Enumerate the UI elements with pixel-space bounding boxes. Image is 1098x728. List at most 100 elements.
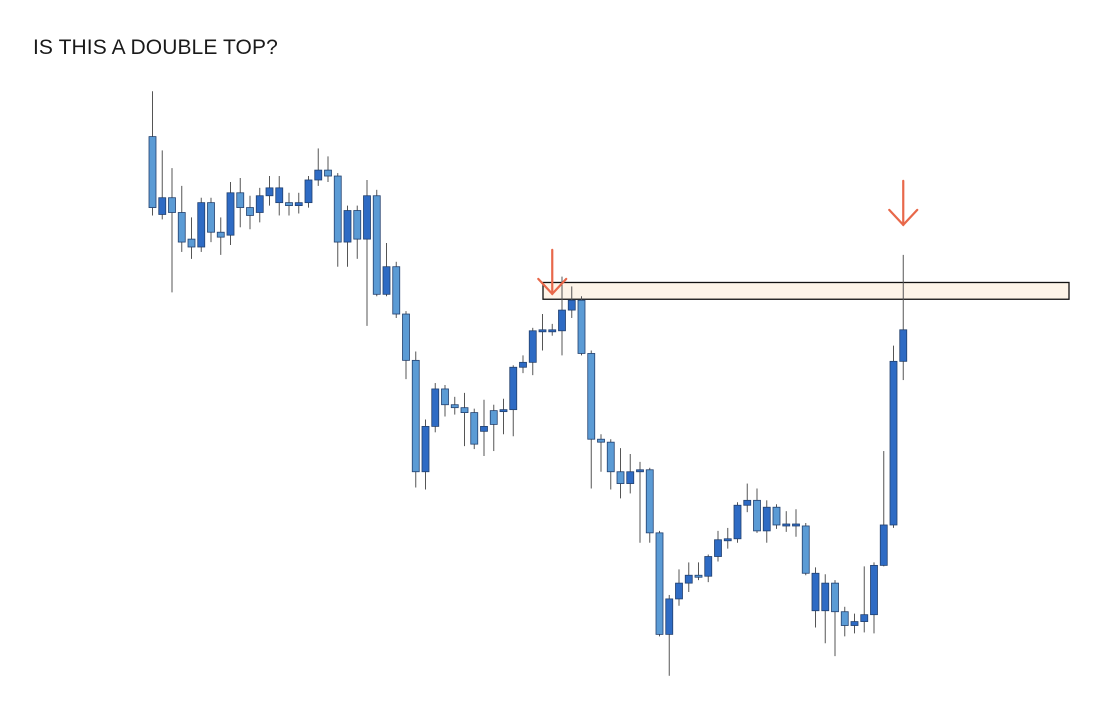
- candle: [831, 580, 839, 657]
- candle: [304, 176, 313, 208]
- down-arrow-icon: [537, 248, 568, 296]
- candle: [792, 509, 800, 537]
- candle: [519, 355, 527, 374]
- candle-body: [265, 187, 274, 197]
- candle-body: [431, 388, 440, 427]
- candle-body: [714, 539, 722, 557]
- candle: [275, 176, 284, 216]
- chart-title: IS THIS A DOUBLE TOP?: [33, 36, 278, 59]
- candle: [626, 454, 635, 494]
- candle-body: [782, 523, 791, 527]
- candle: [265, 176, 274, 206]
- candle-body: [470, 412, 479, 445]
- candle-body: [392, 266, 401, 315]
- candle: [158, 150, 167, 220]
- candle-body: [889, 360, 898, 526]
- candle-body: [499, 409, 508, 413]
- candle-body: [665, 598, 674, 635]
- candle-body: [753, 499, 761, 532]
- candle: [860, 566, 869, 633]
- candle-body: [801, 525, 810, 574]
- candle: [324, 156, 332, 182]
- candle-body: [450, 404, 459, 409]
- candle-body: [577, 299, 586, 354]
- candle-body: [168, 197, 176, 213]
- candle-body: [616, 471, 625, 484]
- candle-body: [294, 202, 303, 206]
- candle-body: [850, 621, 859, 626]
- candle-body: [567, 299, 576, 311]
- candle: [528, 327, 537, 376]
- candle-body: [704, 556, 713, 577]
- candle-body: [831, 582, 839, 613]
- candle-body: [421, 425, 430, 473]
- candle: [246, 195, 254, 230]
- candle-body: [626, 471, 635, 484]
- candle: [870, 562, 878, 634]
- candle: [684, 562, 693, 592]
- candle: [548, 323, 557, 336]
- candle-body: [870, 564, 878, 616]
- candle-body: [811, 572, 820, 612]
- candle: [821, 574, 830, 644]
- candle-body: [509, 366, 518, 411]
- candle: [772, 504, 781, 529]
- candle-body: [558, 309, 566, 332]
- candle: [148, 91, 157, 216]
- candle-body: [187, 238, 196, 248]
- candle-body: [762, 506, 771, 532]
- candle: [645, 467, 654, 543]
- candle-body: [333, 175, 342, 243]
- candle: [294, 192, 303, 214]
- candle: [450, 396, 459, 415]
- candle: [879, 451, 888, 567]
- resistance-zone: [542, 281, 1070, 300]
- candle: [675, 569, 683, 606]
- candle: [499, 398, 508, 435]
- candle-body: [480, 425, 488, 432]
- candle: [558, 276, 566, 356]
- candle: [597, 434, 605, 472]
- candle: [168, 168, 176, 293]
- candle-body: [548, 329, 557, 333]
- candle: [840, 606, 849, 637]
- candle-body: [733, 504, 742, 540]
- candle-body: [636, 469, 644, 473]
- candle-body: [372, 195, 381, 295]
- candle: [889, 345, 898, 528]
- candle: [411, 351, 420, 488]
- candle-body: [519, 361, 527, 368]
- candle: [343, 205, 352, 267]
- candle-body: [324, 169, 332, 177]
- candle-body: [197, 202, 206, 248]
- candle: [207, 197, 215, 243]
- candle-body: [587, 353, 596, 440]
- candle-body: [304, 179, 313, 204]
- candle: [177, 185, 186, 252]
- candle-body: [236, 192, 245, 208]
- candle: [431, 383, 440, 433]
- candle: [762, 500, 771, 543]
- candle-body: [899, 329, 908, 362]
- candle: [382, 243, 391, 297]
- candle: [470, 408, 479, 450]
- candle-body: [460, 407, 469, 413]
- candle-body: [207, 202, 215, 233]
- candle-body: [255, 195, 264, 213]
- candle: [197, 197, 206, 252]
- candle-body: [879, 524, 888, 566]
- candle: [255, 187, 264, 223]
- candle: [226, 181, 235, 246]
- candle: [236, 178, 245, 228]
- candle-body: [840, 611, 849, 626]
- candle-body: [402, 313, 410, 361]
- candle: [587, 350, 596, 489]
- candle: [850, 613, 859, 634]
- candle-body: [226, 192, 235, 236]
- candle: [392, 261, 401, 318]
- candle: [743, 483, 752, 513]
- candle-body: [314, 169, 323, 181]
- candle-body: [148, 136, 157, 208]
- candle-body: [538, 329, 547, 333]
